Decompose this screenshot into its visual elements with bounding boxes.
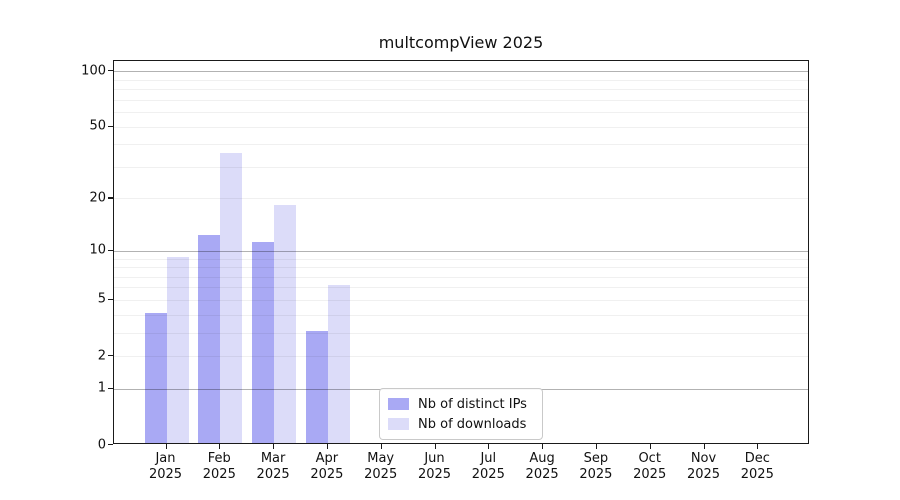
x-tick-feb — [219, 444, 221, 449]
x-tick-label-jul: Jul 2025 — [471, 451, 505, 482]
x-tick-label-mar: Mar 2025 — [256, 451, 290, 482]
x-tick-mar — [273, 444, 275, 449]
y-tick-label-100: 100 — [81, 63, 106, 79]
y-tick-5 — [108, 298, 113, 301]
legend-label-downloads: Nb of downloads — [418, 416, 527, 432]
legend-label-distinct-ips: Nb of distinct IPs — [418, 396, 527, 412]
bar-nb-of-downloads-apr — [327, 285, 350, 443]
y-tick-50 — [108, 125, 113, 127]
legend-swatch-distinct-ips — [388, 398, 409, 410]
y-tick-1 — [108, 387, 113, 390]
bar-nb-of-downloads-feb — [220, 152, 243, 443]
bar-nb-of-downloads-mar — [274, 204, 297, 443]
x-tick-apr — [326, 444, 329, 449]
x-tick-may — [380, 444, 382, 449]
y-tick-label-50: 50 — [89, 118, 106, 134]
plot-area — [113, 60, 809, 444]
y-tick-100 — [108, 70, 113, 72]
y-tick-label-5: 5 — [97, 291, 106, 307]
bar-nb-of-downloads-jan — [166, 256, 189, 443]
y-tick-label-1: 1 — [97, 380, 106, 396]
x-tick-label-dec: Dec 2025 — [740, 451, 774, 482]
bars-layer — [114, 61, 808, 443]
legend-row-distinct-ips: Nb of distinct IPs — [388, 394, 534, 414]
x-tick-jul — [488, 444, 490, 449]
x-tick-nov — [703, 444, 705, 449]
legend: Nb of distinct IPs Nb of downloads — [379, 388, 543, 440]
x-tick-label-apr: Apr 2025 — [310, 451, 344, 482]
y-tick-10 — [108, 249, 113, 251]
y-tick-label-0: 0 — [97, 437, 106, 452]
x-tick-label-jan: Jan 2025 — [148, 451, 183, 482]
y-tick-label-2: 2 — [97, 348, 106, 363]
x-tick-jun — [434, 444, 436, 449]
x-tick-label-oct: Oct 2025 — [633, 451, 667, 482]
bar-nb-of-distinct-ips-mar — [252, 241, 275, 443]
x-tick-label-aug: Aug 2025 — [525, 451, 559, 482]
y-tick-label-20: 20 — [89, 190, 106, 206]
x-tick-oct — [649, 444, 651, 449]
x-tick-aug — [542, 444, 544, 449]
legend-swatch-downloads — [388, 418, 409, 430]
chart-title: multcompView 2025 — [378, 33, 544, 52]
y-tick-2 — [108, 355, 113, 357]
x-tick-sep — [595, 444, 598, 449]
x-tick-label-may: May 2025 — [364, 451, 398, 482]
x-tick-label-sep: Sep 2025 — [579, 451, 613, 482]
y-tick-0 — [108, 444, 113, 446]
x-tick-label-nov: Nov 2025 — [686, 451, 721, 482]
y-tick-label-10: 10 — [89, 242, 106, 258]
bar-nb-of-distinct-ips-jan — [144, 312, 167, 443]
bar-nb-of-distinct-ips-apr — [305, 330, 328, 443]
x-tick-label-feb: Feb 2025 — [202, 451, 236, 482]
x-tick-jan — [165, 444, 167, 449]
bar-nb-of-distinct-ips-feb — [198, 235, 221, 443]
x-tick-label-jun: Jun 2025 — [417, 451, 452, 482]
legend-row-downloads: Nb of downloads — [388, 414, 534, 434]
y-tick-20 — [108, 197, 113, 199]
x-tick-dec — [757, 444, 759, 449]
